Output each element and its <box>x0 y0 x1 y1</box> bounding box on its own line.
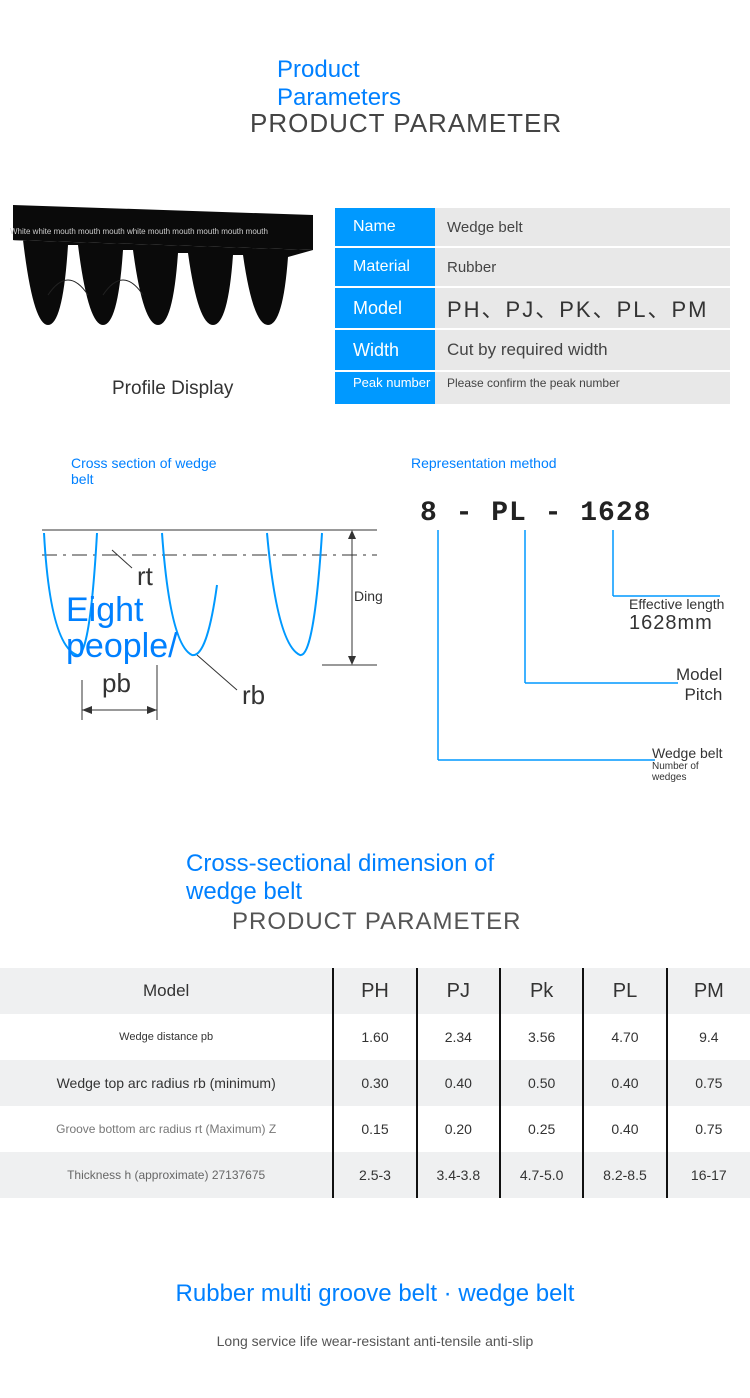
spec-value: Wedge belt <box>435 208 730 246</box>
anno-title: Effective length <box>629 596 724 612</box>
td: 0.50 <box>500 1060 583 1106</box>
spec-value: PH、PJ、PK、PL、PM <box>435 288 730 328</box>
pb-label: pb <box>102 668 131 699</box>
ding-label: Ding <box>354 588 383 604</box>
spec-row-material: Material Rubber <box>335 248 730 286</box>
profile-display-caption: Profile Display <box>112 378 233 400</box>
section1-subtitle: PRODUCT PARAMETER <box>250 108 562 139</box>
td: 4.7-5.0 <box>500 1152 583 1198</box>
anno-title: Model <box>676 665 722 685</box>
footer-title: Rubber multi groove belt · wedge belt <box>0 1280 750 1308</box>
table-row: Groove bottom arc radius rt (Maximum) Z … <box>0 1106 750 1152</box>
belt-watermark: White white mouth mouth mouth white mout… <box>10 227 268 236</box>
footer-subtitle: Long service life wear-resistant anti-te… <box>0 1333 750 1349</box>
td-label: Groove bottom arc radius rt (Maximum) Z <box>0 1106 333 1152</box>
td: 8.2-8.5 <box>583 1152 666 1198</box>
representation-label: Representation method <box>411 455 557 471</box>
th: PJ <box>417 968 500 1014</box>
table-row: Wedge top arc radius rb (minimum) 0.30 0… <box>0 1060 750 1106</box>
td: 3.56 <box>500 1014 583 1060</box>
td: 0.15 <box>333 1106 416 1152</box>
td: 0.40 <box>417 1060 500 1106</box>
section2-subtitle: PRODUCT PARAMETER <box>232 908 521 936</box>
anno-effective-length: Effective length 1628mm <box>629 596 724 635</box>
section1-title: Product Parameters <box>277 56 477 112</box>
spec-label: Peak number <box>335 372 435 404</box>
spec-label: Model <box>335 288 435 328</box>
td: 2.34 <box>417 1014 500 1060</box>
rt-label: rt <box>137 561 153 592</box>
td: 16-17 <box>667 1152 750 1198</box>
anno-title: Wedge belt <box>652 745 723 761</box>
section1-title-text: Product Parameters <box>277 56 401 111</box>
anno-wedge-count: Wedge belt Number of wedges <box>652 745 723 783</box>
rb-label: rb <box>242 680 265 711</box>
spec-row-width: Width Cut by required width <box>335 330 730 370</box>
td: 2.5-3 <box>333 1152 416 1198</box>
td: 0.40 <box>583 1060 666 1106</box>
td: 0.75 <box>667 1106 750 1152</box>
spec-row-model: Model PH、PJ、PK、PL、PM <box>335 288 730 328</box>
td-label: Wedge top arc radius rb (minimum) <box>0 1060 333 1106</box>
td-label: Wedge distance pb <box>0 1014 333 1060</box>
spec-label: Name <box>335 208 435 246</box>
representation-code: 8 - PL - 1628 <box>420 498 651 529</box>
th: PM <box>667 968 750 1014</box>
spec-value: Cut by required width <box>435 330 730 370</box>
td: 3.4-3.8 <box>417 1152 500 1198</box>
td: 0.75 <box>667 1060 750 1106</box>
cross-section-diagram: rt rb pb Ding Eight people/ <box>42 525 382 730</box>
table-header-row: Model PH PJ Pk PL PM <box>0 968 750 1014</box>
spec-row-peak: Peak number Please confirm the peak numb… <box>335 372 730 404</box>
td: 4.70 <box>583 1014 666 1060</box>
spec-row-name: Name Wedge belt <box>335 208 730 246</box>
spec-label: Width <box>335 330 435 370</box>
table-row: Thickness h (approximate) 27137675 2.5-3… <box>0 1152 750 1198</box>
anno-value: 1628mm <box>629 612 724 635</box>
td: 9.4 <box>667 1014 750 1060</box>
anno-value: Number of wedges <box>652 761 712 783</box>
spec-value: Rubber <box>435 248 730 286</box>
anno-value: Pitch <box>676 685 722 705</box>
td: 0.40 <box>583 1106 666 1152</box>
section2-title: Cross-sectional dimension of wedge belt <box>186 850 566 906</box>
anno-model: Model Pitch <box>676 665 722 705</box>
belt-profile-illustration: White white mouth mouth mouth white mout… <box>8 195 318 360</box>
th: Model <box>0 968 333 1014</box>
section2-title-text: Cross-sectional dimension of wedge belt <box>186 850 494 905</box>
cross-section-label: Cross section of wedge belt <box>71 455 231 487</box>
spec-label: Material <box>335 248 435 286</box>
spec-value: Please confirm the peak number <box>435 372 730 404</box>
spec-table: Name Wedge belt Material Rubber Model PH… <box>335 208 730 406</box>
td: 0.30 <box>333 1060 416 1106</box>
table-row: Wedge distance pb 1.60 2.34 3.56 4.70 9.… <box>0 1014 750 1060</box>
th: PL <box>583 968 666 1014</box>
td-label: Thickness h (approximate) 27137675 <box>0 1152 333 1198</box>
td: 1.60 <box>333 1014 416 1060</box>
th: Pk <box>500 968 583 1014</box>
eight-people-label: Eight people/ <box>66 593 256 664</box>
td: 0.25 <box>500 1106 583 1152</box>
td: 0.20 <box>417 1106 500 1152</box>
dimension-table: Model PH PJ Pk PL PM Wedge distance pb 1… <box>0 968 750 1198</box>
th: PH <box>333 968 416 1014</box>
